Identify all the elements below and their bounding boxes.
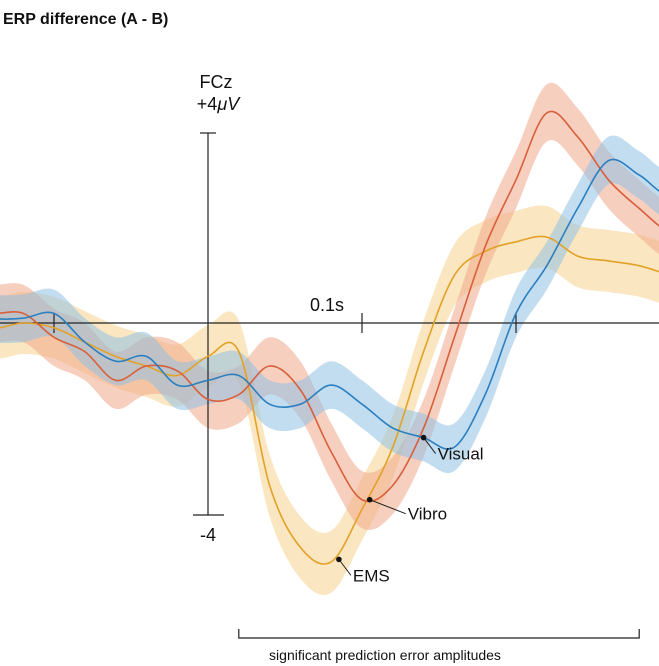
series-markers: Visual Vibro EMS <box>336 434 484 585</box>
ems-band <box>0 205 659 596</box>
chart-title: ERP difference (A - B) <box>3 11 168 28</box>
significance-bracket <box>238 629 640 639</box>
ems-marker <box>336 556 342 563</box>
axes <box>0 132 659 516</box>
vibro-leader <box>369 499 406 515</box>
vibro-band <box>0 82 659 531</box>
y-top-value: +4 <box>197 94 218 114</box>
visual-leader <box>423 437 437 454</box>
channel-label: FCz <box>200 72 233 92</box>
ems-line <box>0 235 659 565</box>
y-top-label: +4μV <box>197 94 241 114</box>
significance-label: significant prediction error amplitudes <box>269 647 501 663</box>
series-lines <box>0 110 659 565</box>
y-unit: μV <box>216 94 241 114</box>
ems-leader <box>338 559 352 576</box>
x-scale-label: 0.1s <box>310 295 344 315</box>
confidence-bands <box>0 82 659 596</box>
visual-marker <box>420 434 427 441</box>
y-bottom-label: -4 <box>200 525 216 545</box>
visual-band <box>0 135 659 474</box>
vibro-label: Vibro <box>408 505 447 524</box>
visual-line <box>0 158 659 450</box>
visual-label: Visual <box>438 445 484 464</box>
ems-label: EMS <box>353 566 390 585</box>
x-ticks <box>53 313 517 333</box>
significance-annotation: significant prediction error amplitudes <box>238 629 640 663</box>
vibro-line <box>0 110 659 503</box>
vibro-marker <box>366 496 373 503</box>
